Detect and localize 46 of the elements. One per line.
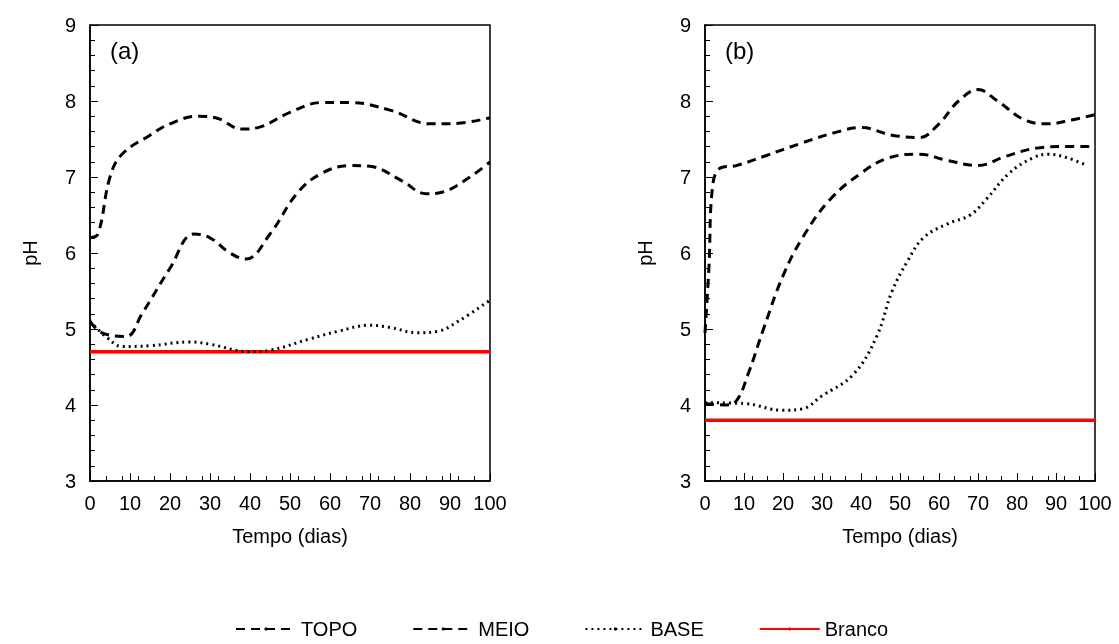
legend-label: MEIO <box>478 618 530 640</box>
x-tick-label: 70 <box>966 492 990 514</box>
x-tick-label: 30 <box>198 492 222 514</box>
y-tick-label: 5 <box>679 318 691 340</box>
x-tick-label: 20 <box>771 492 795 514</box>
legend-label: BASE <box>650 618 704 640</box>
x-tick-label: 70 <box>358 492 382 514</box>
y-tick-label: 3 <box>64 470 76 492</box>
y-tick-label: 6 <box>679 242 691 264</box>
x-tick-label: 100 <box>473 492 507 514</box>
y-tick-label: 6 <box>64 242 76 264</box>
x-tick-label: 60 <box>927 492 951 514</box>
x-tick-label: 90 <box>438 492 462 514</box>
legend-label: Branco <box>824 618 889 640</box>
x-tick-label: 20 <box>158 492 182 514</box>
x-tick-label: 10 <box>118 492 142 514</box>
x-tick-label: 50 <box>278 492 302 514</box>
legend-label: TOPO <box>301 618 358 640</box>
y-tick-label: 9 <box>64 14 76 36</box>
y-tick-label: 8 <box>64 90 76 112</box>
x-tick-label: 30 <box>810 492 834 514</box>
x-tick-label: 10 <box>732 492 756 514</box>
x-tick-label: 100 <box>1078 492 1112 514</box>
x-tick-label: 90 <box>1044 492 1068 514</box>
annotation: (b) <box>725 36 755 64</box>
x-axis-title: Tempo (dias) <box>842 525 958 547</box>
y-tick-label: 4 <box>679 394 691 416</box>
y-tick-label: 9 <box>679 14 691 36</box>
y-tick-label: 7 <box>679 166 691 188</box>
y-tick-label: 3 <box>679 470 691 492</box>
x-tick-label: 60 <box>318 492 342 514</box>
y-tick-label: 5 <box>64 318 76 340</box>
x-tick-label: 40 <box>849 492 873 514</box>
y-tick-label: 4 <box>64 394 76 416</box>
x-tick-label: 50 <box>888 492 912 514</box>
x-tick-label: 0 <box>699 492 711 514</box>
y-tick-label: 7 <box>64 166 76 188</box>
x-axis-title: Tempo (dias) <box>232 525 348 547</box>
x-tick-label: 40 <box>238 492 262 514</box>
x-tick-label: 0 <box>84 492 96 514</box>
x-tick-label: 80 <box>1005 492 1029 514</box>
y-axis-title: pH <box>19 240 41 266</box>
y-axis-title: pH <box>634 240 656 266</box>
x-tick-label: 80 <box>398 492 422 514</box>
annotation: (a) <box>110 36 140 64</box>
y-tick-label: 8 <box>679 90 691 112</box>
